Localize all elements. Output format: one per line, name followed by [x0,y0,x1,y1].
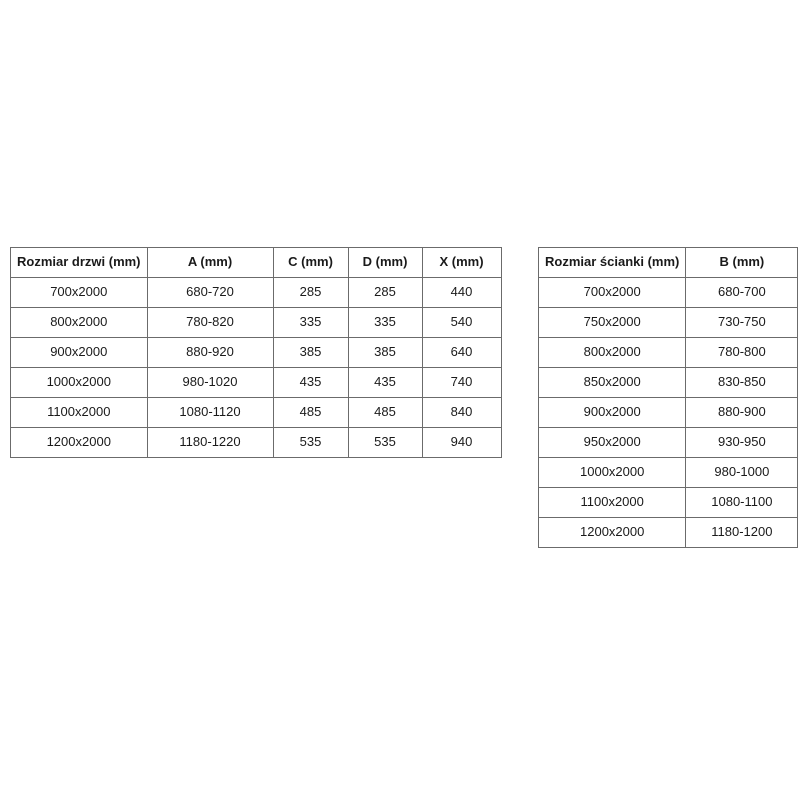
cell-b: 980-1000 [685,457,799,488]
column-header-b: B (mm) [685,247,799,278]
cell-wall-size: 750x2000 [537,307,687,338]
cell-d: 435 [347,367,423,398]
door-size-table: Rozmiar drzwi (mm) A (mm) C (mm) D (mm) … [10,247,502,458]
door-size-table-body: 700x2000 680-720 285 285 440 800x2000 78… [10,277,502,458]
cell-wall-size: 1000x2000 [537,457,687,488]
cell-x: 740 [421,367,502,398]
table-row: 1000x2000 980-1000 [537,457,799,488]
table-row: 1000x2000 980-1020 435 435 740 [10,367,502,398]
cell-wall-size: 1200x2000 [537,517,687,548]
cell-a: 780-820 [146,307,274,338]
table-row: 750x2000 730-750 [537,307,799,338]
table-row: 800x2000 780-800 [537,337,799,368]
column-header-x: X (mm) [421,247,502,278]
cell-b: 1080-1100 [685,487,799,518]
cell-door-size: 1200x2000 [10,427,148,458]
cell-x: 640 [421,337,502,368]
table-row: 1100x2000 1080-1100 [537,487,799,518]
cell-c: 335 [272,307,349,338]
cell-x: 840 [421,397,502,428]
cell-wall-size: 850x2000 [537,367,687,398]
wall-panel-size-table: Rozmiar ścianki (mm) B (mm) 700x2000 680… [537,247,799,548]
table-header-row: Rozmiar drzwi (mm) A (mm) C (mm) D (mm) … [10,247,502,278]
cell-door-size: 700x2000 [10,277,148,308]
cell-wall-size: 950x2000 [537,427,687,458]
table-row: 1200x2000 1180-1200 [537,517,799,548]
wall-panel-size-table-header: Rozmiar ścianki (mm) B (mm) [537,247,799,278]
cell-d: 385 [347,337,423,368]
table-row: 950x2000 930-950 [537,427,799,458]
cell-wall-size: 900x2000 [537,397,687,428]
table-header-row: Rozmiar ścianki (mm) B (mm) [537,247,799,278]
cell-a: 1080-1120 [146,397,274,428]
cell-door-size: 1100x2000 [10,397,148,428]
table-row: 800x2000 780-820 335 335 540 [10,307,502,338]
column-header-d: D (mm) [347,247,423,278]
cell-c: 385 [272,337,349,368]
cell-wall-size: 1100x2000 [537,487,687,518]
cell-a: 1180-1220 [146,427,274,458]
table-row: 900x2000 880-900 [537,397,799,428]
cell-a: 980-1020 [146,367,274,398]
wall-panel-size-table-body: 700x2000 680-700 750x2000 730-750 800x20… [537,277,799,548]
cell-x: 440 [421,277,502,308]
column-header-a: A (mm) [146,247,274,278]
cell-door-size: 800x2000 [10,307,148,338]
cell-c: 485 [272,397,349,428]
cell-x: 540 [421,307,502,338]
cell-b: 730-750 [685,307,799,338]
cell-door-size: 1000x2000 [10,367,148,398]
cell-door-size: 900x2000 [10,337,148,368]
table-row: 1100x2000 1080-1120 485 485 840 [10,397,502,428]
table-row: 1200x2000 1180-1220 535 535 940 [10,427,502,458]
cell-b: 830-850 [685,367,799,398]
column-header-c: C (mm) [272,247,349,278]
cell-b: 680-700 [685,277,799,308]
cell-b: 930-950 [685,427,799,458]
cell-d: 535 [347,427,423,458]
cell-b: 780-800 [685,337,799,368]
cell-d: 485 [347,397,423,428]
cell-c: 435 [272,367,349,398]
cell-a: 880-920 [146,337,274,368]
cell-c: 285 [272,277,349,308]
cell-a: 680-720 [146,277,274,308]
cell-wall-size: 800x2000 [537,337,687,368]
cell-d: 285 [347,277,423,308]
cell-c: 535 [272,427,349,458]
cell-b: 1180-1200 [685,517,799,548]
cell-x: 940 [421,427,502,458]
table-row: 700x2000 680-700 [537,277,799,308]
table-row: 850x2000 830-850 [537,367,799,398]
column-header-wall-size: Rozmiar ścianki (mm) [537,247,687,278]
cell-b: 880-900 [685,397,799,428]
cell-wall-size: 700x2000 [537,277,687,308]
table-row: 700x2000 680-720 285 285 440 [10,277,502,308]
table-row: 900x2000 880-920 385 385 640 [10,337,502,368]
cell-d: 335 [347,307,423,338]
column-header-door-size: Rozmiar drzwi (mm) [10,247,148,278]
door-size-table-header: Rozmiar drzwi (mm) A (mm) C (mm) D (mm) … [10,247,502,278]
